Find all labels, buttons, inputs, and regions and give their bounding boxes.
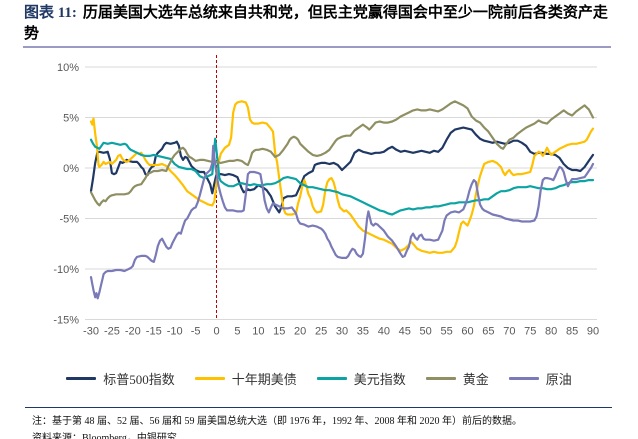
notes-divider: [25, 407, 612, 408]
x-axis-label: 10: [252, 326, 264, 338]
legend-label: 标普500指数: [103, 372, 175, 387]
x-axis-label: 70: [503, 326, 515, 338]
x-axis-label: 15: [273, 326, 285, 338]
x-axis-label: 30: [336, 326, 348, 338]
x-axis-label: 45: [399, 326, 411, 338]
figure-number: 图表 11:: [24, 5, 77, 21]
x-axis-label: -5: [191, 326, 201, 338]
legend-line-swatch: [508, 377, 539, 380]
legend-line-swatch: [66, 377, 97, 380]
x-axis-label: 5: [234, 326, 240, 338]
x-axis-label: 75: [524, 326, 536, 338]
x-axis-label: -30: [83, 326, 99, 338]
y-axis-label: -10%: [53, 264, 79, 276]
legend-line-swatch: [194, 377, 225, 380]
title-divider: [23, 46, 611, 48]
x-axis-label: 60: [461, 326, 473, 338]
figure-title: 图表 11: 历届美国大选年总统来自共和党，但民主党赢得国会中至少一院前后各类资产…: [24, 3, 618, 45]
legend-item: 十年期美债: [194, 369, 297, 388]
y-axis-label: -15%: [53, 315, 79, 327]
legend-item: 标普500指数: [66, 369, 175, 388]
chart-legend: 标普500指数 十年期美债 美元指数 黄金 原油: [0, 369, 638, 388]
chart-source: 资料来源：Bloomberg，中银研究: [32, 433, 177, 439]
legend-item: 美元指数: [316, 369, 406, 388]
x-axis-label: -25: [104, 326, 120, 338]
y-axis-label: -5%: [59, 214, 79, 226]
x-axis-label: 85: [566, 326, 578, 338]
series-line: [89, 137, 595, 216]
series-line: [89, 126, 595, 214]
legend-label: 十年期美债: [231, 372, 297, 387]
legend-line-swatch: [316, 377, 347, 380]
y-axis-label: 5%: [63, 113, 79, 125]
legend-label: 黄金: [462, 372, 489, 387]
x-axis-label: 20: [294, 326, 306, 338]
x-axis-label: 80: [545, 326, 557, 338]
x-axis-label: 0: [213, 326, 219, 338]
legend-item: 黄金: [425, 369, 489, 388]
y-axis-label: 0%: [63, 163, 79, 175]
x-axis-label: 40: [378, 326, 390, 338]
asset-performance-line-chart: 10% 5% 0% -5% -10% -15% -30 -25 -20 -15 -10 -5 0 5 10 1…: [53, 55, 599, 338]
legend-line-swatch: [425, 377, 456, 380]
y-axis-label: 10%: [57, 62, 79, 74]
legend-label: 美元指数: [353, 372, 406, 387]
x-axis-label: -20: [125, 326, 141, 338]
x-axis-label: -10: [167, 326, 183, 338]
series-line: [89, 100, 595, 254]
x-axis-label: 55: [440, 326, 452, 338]
chart-note: 注：基于第 48 届、52 届、56 届和 59 届美国总统大选（即 1976 …: [32, 416, 522, 427]
legend-item: 原油: [508, 369, 572, 388]
x-axis-label: 25: [315, 326, 327, 338]
x-axis-label: 65: [482, 326, 494, 338]
figure-title-text: 历届美国大选年总统来自共和党，但民主党赢得国会中至少一院前后各类资产走势: [24, 5, 608, 42]
legend-label: 原油: [545, 372, 572, 387]
series-line: [89, 100, 595, 207]
x-axis-label: 50: [420, 326, 432, 338]
x-axis-label: 35: [357, 326, 369, 338]
series-line: [89, 144, 595, 300]
x-axis-label: 90: [587, 326, 599, 338]
x-axis-label: -15: [146, 326, 162, 338]
